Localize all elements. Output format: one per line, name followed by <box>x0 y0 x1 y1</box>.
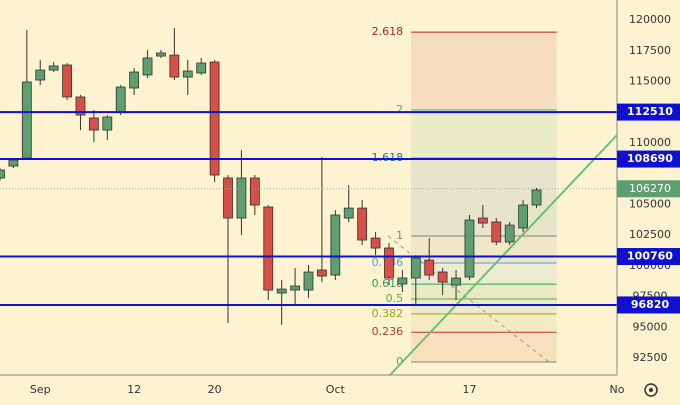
fib-band <box>411 284 557 299</box>
candle-body <box>88 117 99 131</box>
price-lines <box>0 111 617 306</box>
candle-body <box>209 61 220 176</box>
gear[interactable] <box>644 383 658 397</box>
candle-body <box>518 204 529 229</box>
price-label-box <box>617 103 680 121</box>
fib-label: 0.382 <box>372 307 404 320</box>
price-label: 96820 <box>631 298 670 311</box>
candle-body <box>156 52 166 57</box>
candle-body <box>370 237 381 249</box>
fib-label: 1.618 <box>372 151 404 164</box>
candle-body <box>491 221 502 243</box>
x-tick-label: No <box>610 383 625 396</box>
axis-labels: 9250095000975001000001025001050001100001… <box>30 13 680 396</box>
candle-body <box>477 217 488 224</box>
y-tick-label: 102500 <box>629 228 671 241</box>
last-price-label: 106270 <box>629 182 671 195</box>
candle-body <box>464 219 475 278</box>
x-tick-label: 12 <box>127 383 141 396</box>
y-axis-panel <box>617 0 680 405</box>
candle-body <box>169 54 180 78</box>
fib-band <box>411 235 557 263</box>
candle-body <box>303 271 314 291</box>
fib-band <box>411 313 557 333</box>
price-label: 108690 <box>627 152 673 165</box>
candle-body <box>115 86 126 113</box>
candle-body <box>182 70 193 78</box>
x-tick-label: Sep <box>30 383 51 396</box>
candle-body <box>263 206 274 291</box>
trend-line <box>389 134 618 376</box>
candle-body <box>223 177 233 219</box>
candle-body <box>21 81 32 159</box>
price-label-box <box>617 248 680 266</box>
candle-body <box>102 116 113 131</box>
price-label-box <box>617 296 680 314</box>
candle-body <box>62 64 72 98</box>
candle-body <box>424 259 435 276</box>
candle-body <box>410 257 421 279</box>
candle-body <box>437 271 448 283</box>
candle-body <box>48 65 59 71</box>
y-tick-label: 117500 <box>629 44 671 57</box>
settings-icon[interactable] <box>644 383 658 397</box>
candle-body <box>384 247 394 279</box>
candle-body <box>8 159 19 167</box>
gear-hub <box>649 388 653 392</box>
fib-band <box>411 110 557 159</box>
candle-body <box>330 214 341 276</box>
fib-label: 2.618 <box>372 25 404 38</box>
fib-label: 2 <box>396 103 403 116</box>
fib-band <box>411 332 557 362</box>
price-label-box <box>617 150 680 168</box>
y-tick-label: 105000 <box>629 197 671 210</box>
candle-body <box>35 69 46 81</box>
x-tick-label: 17 <box>462 383 476 396</box>
candle-body <box>451 277 461 286</box>
y-tick-label: 95000 <box>633 320 668 333</box>
candle-body <box>357 207 368 241</box>
price-label: 100760 <box>627 250 673 263</box>
fib-label: 0.236 <box>372 325 404 338</box>
candle-body <box>290 285 300 291</box>
price-label: 112510 <box>627 105 673 118</box>
candle-body <box>75 96 86 116</box>
candle-body <box>129 71 140 89</box>
candle-body <box>343 207 354 219</box>
x-tick-label: 20 <box>208 383 222 396</box>
y-tick-label: 115000 <box>629 74 671 87</box>
candle-body <box>249 177 260 206</box>
fib-label: 1 <box>396 229 403 242</box>
fib-label: 0.618 <box>372 277 404 290</box>
candle-body <box>504 224 515 243</box>
candle-body <box>397 277 408 285</box>
candle-body <box>142 57 153 76</box>
candles <box>0 28 542 325</box>
y-tick-label: 92500 <box>633 351 668 364</box>
candle-body <box>196 62 207 74</box>
candle-body <box>317 269 327 277</box>
y-tick-label: 120000 <box>629 13 671 26</box>
candle-body <box>236 177 247 219</box>
fib-label: 0 <box>396 355 403 368</box>
y-tick-label: 110000 <box>629 136 671 149</box>
x-tick-label: Oct <box>326 383 346 396</box>
fib-band <box>411 32 557 111</box>
candle-body <box>531 189 542 206</box>
candle-body <box>276 288 287 294</box>
fib-band <box>411 298 557 314</box>
fib-label: 0.5 <box>386 292 404 305</box>
candle-body <box>0 169 5 179</box>
last-price-box <box>617 180 680 198</box>
